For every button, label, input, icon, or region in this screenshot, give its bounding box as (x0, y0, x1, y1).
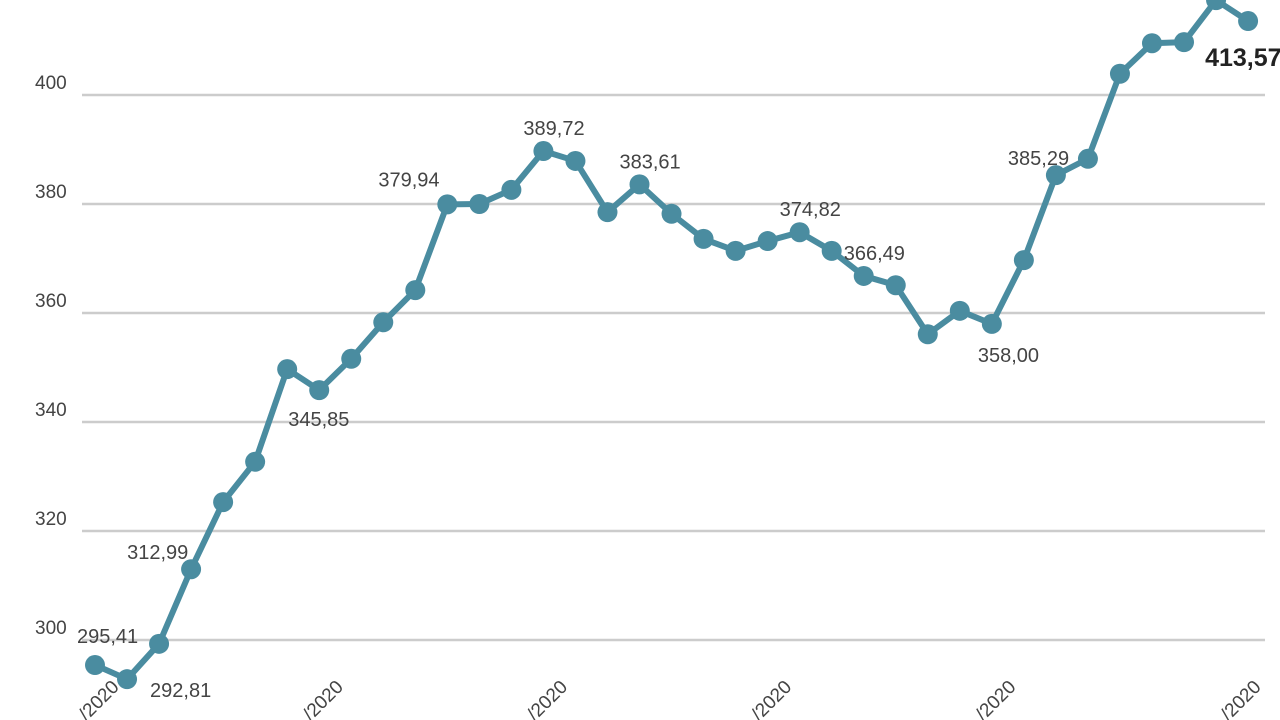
data-point (565, 150, 586, 171)
data-label: 385,29 (1008, 148, 1069, 170)
data-point (469, 194, 490, 214)
data-point (1013, 250, 1034, 271)
data-label: 366,49 (844, 243, 905, 265)
data-point (533, 141, 554, 162)
x-tick-label: /2020 (972, 677, 1020, 720)
data-point (373, 312, 394, 333)
x-tick-label: /2020 (1217, 677, 1265, 720)
data-point (501, 179, 522, 200)
data-point (213, 492, 234, 513)
data-label: 413,57 (1205, 44, 1280, 72)
data-point (821, 240, 842, 261)
data-label: 374,82 (780, 199, 841, 221)
data-label: 379,94 (378, 169, 439, 191)
data-point (949, 300, 970, 321)
y-tick-label: 300 (35, 618, 67, 639)
data-point (181, 559, 202, 580)
data-point (1077, 148, 1098, 169)
data-label: 292,81 (150, 680, 211, 702)
data-point (1238, 11, 1259, 32)
data-point (885, 275, 906, 296)
data-point (1141, 33, 1162, 54)
data-point (85, 655, 105, 676)
data-point (853, 265, 874, 286)
data-point (1045, 165, 1066, 186)
data-point (629, 174, 650, 195)
data-point (757, 231, 778, 252)
data-point (405, 280, 426, 301)
data-point (1174, 32, 1195, 53)
series-line (93, 0, 1250, 683)
data-point (437, 194, 458, 215)
data-point (117, 669, 138, 690)
data-point (1206, 0, 1227, 11)
y-tick-label: 360 (35, 291, 67, 312)
data-point (341, 348, 362, 369)
data-point (917, 324, 938, 345)
x-tick-label: /2020 (523, 677, 571, 720)
data-point (661, 203, 682, 224)
data-point (149, 633, 170, 654)
data-point (277, 359, 298, 380)
data-point (597, 202, 618, 223)
data-point (981, 313, 1002, 334)
x-tick-label: /2020 (748, 677, 796, 720)
y-tick-label: 400 (35, 73, 67, 94)
data-point (725, 240, 746, 261)
data-point (789, 222, 810, 243)
data-point (309, 380, 330, 401)
x-tick-label: /2020 (75, 677, 123, 720)
data-label: 295,41 (77, 626, 138, 648)
data-label: 345,85 (288, 409, 349, 431)
data-point (245, 451, 266, 472)
data-label: 358,00 (978, 345, 1039, 367)
y-tick-label: 320 (35, 509, 67, 530)
y-tick-label: 340 (35, 400, 67, 421)
data-label: 389,72 (523, 118, 584, 140)
data-label: 383,61 (620, 151, 681, 173)
y-tick-label: 380 (35, 182, 67, 203)
x-tick-label: /2020 (299, 677, 347, 720)
data-point (693, 228, 714, 249)
data-point (1109, 63, 1130, 84)
data-label: 312,99 (127, 542, 188, 564)
